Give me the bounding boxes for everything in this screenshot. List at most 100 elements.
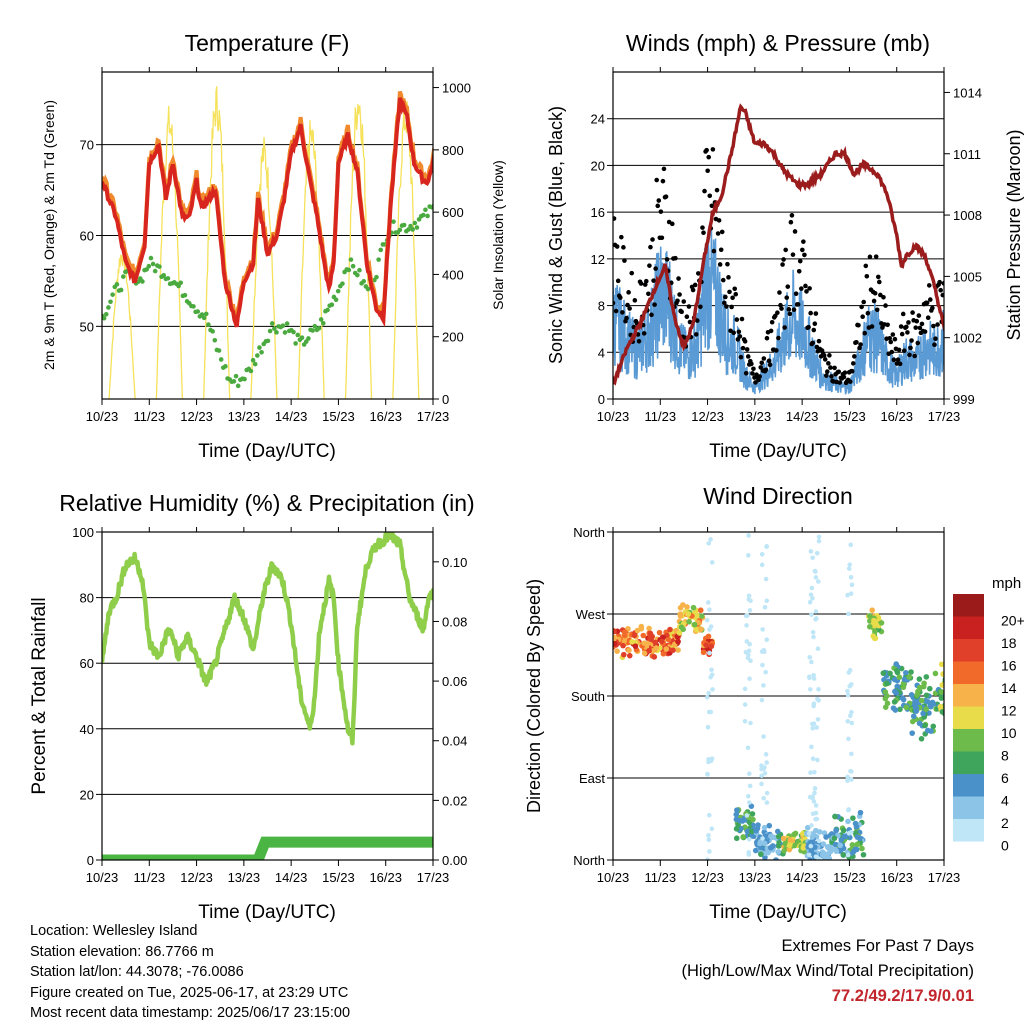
gust-point (942, 280, 944, 285)
y-tick-label: 50 (80, 319, 94, 334)
wind-direction-point (670, 647, 676, 654)
gust-point (892, 336, 898, 342)
gust-point (837, 380, 843, 385)
y-tick-label: 40 (80, 722, 94, 737)
y2-tick-label: 400 (442, 267, 464, 282)
wind-direction-point (811, 634, 816, 640)
wind-direction-point (746, 800, 752, 805)
y2-tick-label: 1005 (953, 269, 982, 284)
dewpoint-point (140, 279, 145, 284)
gust-point (696, 271, 701, 276)
dewpoint-point (235, 383, 241, 389)
gust-point (684, 314, 690, 320)
wind-direction-point (745, 745, 751, 751)
gust-point (852, 354, 857, 359)
gust-point (731, 330, 736, 336)
wind-direction-ylabel: Direction (Colored By Speed) (524, 579, 544, 813)
wind-direction-point (748, 803, 755, 809)
gust-point (793, 291, 799, 297)
dewpoint-point (357, 267, 362, 273)
wind-direction-point (665, 636, 672, 643)
dewpoint-point (231, 379, 237, 384)
gust-point (675, 298, 680, 304)
gust-point (888, 339, 894, 345)
gust-point (739, 316, 745, 322)
gust-point (632, 298, 638, 303)
wind-direction-point (816, 687, 821, 692)
wind-direction-point (746, 553, 751, 558)
dewpoint-point (216, 348, 222, 353)
plot-frame (101, 71, 434, 400)
colorbar-label: 4 (1001, 792, 1009, 808)
wind-direction-point (880, 670, 887, 676)
gust-point (627, 306, 632, 311)
gust-point (613, 216, 617, 221)
wind-direction-point (773, 857, 779, 860)
wind-direction-point (745, 613, 750, 618)
gust-point (709, 203, 715, 209)
wind-direction-point (746, 850, 752, 855)
wind-speed-colorbar: 0 2 4 6 8 10 12 14 16 18 20+ (953, 594, 1024, 853)
wind-direction-point (697, 607, 704, 614)
wind-speed-line (613, 225, 944, 395)
wind-direction-point (764, 760, 769, 765)
wind-direction-point (705, 771, 710, 777)
gust-point (940, 292, 944, 298)
dewpoint-point (267, 328, 273, 334)
wind-direction-point (850, 815, 856, 821)
wind-direction-point (762, 604, 768, 610)
gust-point (768, 328, 774, 334)
gust-point (734, 317, 740, 322)
wind-direction-point (787, 837, 794, 843)
wind-direction-point (840, 852, 847, 858)
x-tick-label: 12/23 (180, 870, 213, 885)
dewpoint-point (102, 315, 107, 321)
colorbar-swatch (953, 661, 984, 684)
wind-direction-point (846, 611, 851, 617)
wind-direction-point (762, 850, 769, 857)
wind-direction-point (742, 718, 748, 724)
gust-point (693, 332, 699, 337)
wind-direction-point (845, 852, 851, 858)
wind-direction-point (810, 721, 815, 727)
wind-direction-point (707, 607, 712, 612)
wind-direction-point (774, 828, 781, 835)
gust-point (912, 353, 917, 359)
dewpoint-point (414, 225, 420, 230)
gust-point (887, 336, 893, 341)
wind-direction-point (780, 835, 787, 842)
wind-direction-point (908, 669, 914, 675)
gust-point (905, 330, 910, 335)
wind-direction-point (626, 652, 633, 659)
gust-point (705, 168, 710, 174)
gust-point (959, 311, 964, 316)
x-tick-label: 14/23 (275, 409, 308, 424)
gust-point (951, 285, 956, 290)
gust-point (792, 229, 798, 234)
wind-direction-point (815, 757, 820, 763)
gust-point (832, 365, 837, 371)
wind-direction-point (799, 830, 806, 837)
dewpoint-point (431, 203, 433, 208)
solar-insolation-line (297, 120, 325, 399)
wind-direction-point (849, 720, 855, 726)
gust-point (679, 309, 684, 315)
gust-point (811, 327, 817, 333)
dewpoint-point (455, 196, 460, 201)
wind-direction-point (776, 843, 782, 849)
wind-direction-point (910, 713, 917, 720)
wind-direction-point (667, 626, 673, 633)
wind-direction-point (943, 716, 944, 718)
y2-tick-label: 1002 (953, 331, 982, 346)
gust-point (864, 273, 870, 279)
wind-direction-point (893, 661, 900, 667)
gust-point (724, 304, 729, 309)
gust-point (895, 357, 901, 363)
colorbar-swatch (953, 729, 984, 752)
wind-direction-point (810, 725, 816, 731)
wind-direction-point (613, 628, 617, 635)
gust-point (625, 302, 630, 308)
gust-point (767, 362, 773, 368)
gust-point (854, 339, 859, 345)
wind-direction-point (613, 635, 617, 642)
